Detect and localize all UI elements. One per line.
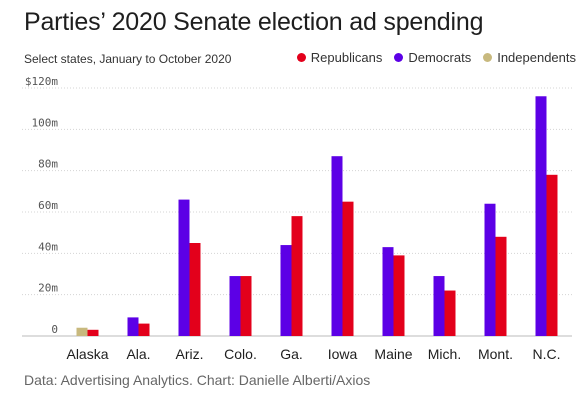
x-tick-label-ala: Ala.	[126, 346, 150, 362]
x-tick-label-colo: Colo.	[224, 346, 257, 362]
bar-republicans-nc	[546, 174, 558, 336]
legend-item-republicans: Republicans	[296, 50, 383, 65]
bar-republicans-mich	[444, 290, 456, 336]
y-tick-label-0: 0	[51, 323, 58, 336]
bar-democrats-mont	[484, 203, 496, 336]
bar-chart: 0 20m 40m 60m 80m 100m $120m Alaska Ala. Ariz. Col…	[22, 75, 572, 362]
bar-democrats-maine	[382, 247, 394, 336]
bar-republicans-ga	[291, 216, 303, 336]
x-tick-label-alaska: Alaska	[66, 346, 108, 362]
x-tick-label-ariz: Ariz.	[176, 346, 204, 362]
bar-democrats-ga	[280, 245, 292, 336]
bar-democrats-colo	[229, 276, 241, 336]
legend-label-republicans: Republicans	[310, 50, 383, 65]
bar-democrats-nc	[535, 96, 547, 336]
bar-republicans-ala	[138, 323, 150, 336]
y-tick-label-100: 100m	[32, 116, 59, 129]
x-tick-label-ga: Ga.	[280, 346, 303, 362]
x-tick-label-mont: Mont.	[478, 346, 513, 362]
bar-republicans-ariz	[189, 243, 201, 336]
chart-subtitle: Select states, January to October 2020	[24, 52, 232, 66]
x-tick-label-maine: Maine	[374, 346, 412, 362]
y-tick-label-20: 20m	[38, 282, 58, 295]
x-tick-label-iowa: Iowa	[328, 346, 358, 362]
chart-title: Parties’ 2020 Senate election ad spendin…	[24, 8, 484, 36]
chart-source: Data: Advertising Analytics. Chart: Dani…	[24, 372, 371, 388]
legend-swatch-democrats	[394, 53, 404, 62]
x-tick-label-mich: Mich.	[428, 346, 461, 362]
y-tick-label-60: 60m	[38, 199, 58, 212]
bar-republicans-colo	[240, 276, 252, 336]
x-tick-label-nc: N.C.	[533, 346, 561, 362]
legend-label-democrats: Democrats	[408, 50, 472, 65]
legend-swatch-republicans	[296, 53, 306, 62]
bar-independents-alaska	[76, 327, 88, 336]
legend-swatch-independents	[483, 53, 493, 62]
legend-item-independents: Independents	[483, 50, 576, 65]
y-tick-label-80: 80m	[38, 158, 58, 171]
bar-republicans-mont	[495, 236, 507, 336]
y-tick-label-120: $120m	[25, 75, 58, 88]
bar-democrats-ariz	[178, 199, 190, 336]
bar-republicans-maine	[393, 255, 405, 336]
bar-republicans-alaska	[87, 329, 99, 336]
bar-democrats-mich	[433, 276, 445, 336]
bar-republicans-iowa	[342, 201, 354, 336]
legend-item-democrats: Democrats	[394, 50, 471, 65]
y-tick-label-40: 40m	[38, 240, 58, 253]
legend: Republicans Democrats Independents	[296, 50, 576, 65]
legend-label-independents: Independents	[497, 50, 576, 65]
bar-democrats-iowa	[331, 156, 343, 336]
bar-democrats-ala	[127, 317, 139, 336]
